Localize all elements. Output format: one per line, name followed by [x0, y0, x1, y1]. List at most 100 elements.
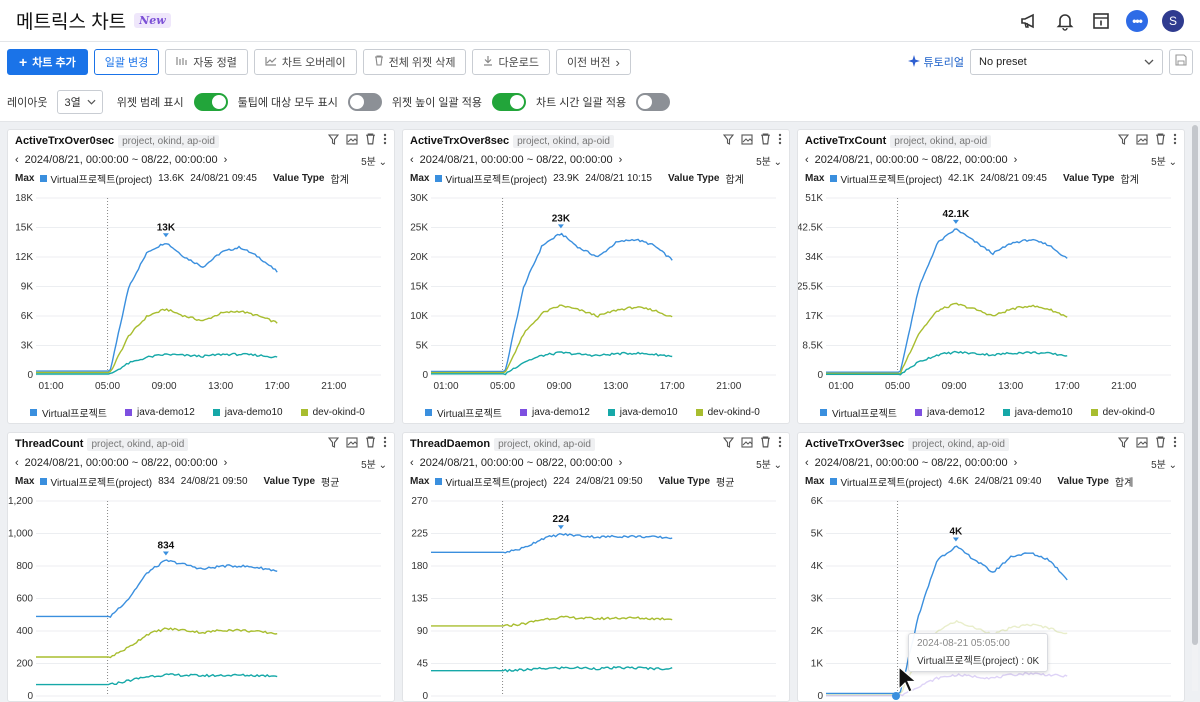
more-vert-icon[interactable]	[1173, 132, 1177, 150]
trash-icon[interactable]	[760, 435, 771, 453]
x-tick-label: 13:00	[998, 381, 1023, 392]
more-vert-icon[interactable]	[383, 435, 387, 453]
legend-item[interactable]: java-demo12	[914, 407, 985, 418]
interval-select[interactable]: 5분 ⌄	[756, 156, 782, 168]
filter-icon[interactable]	[722, 132, 735, 150]
y-tick-label: 0	[422, 691, 428, 702]
preset-select[interactable]: No preset	[970, 49, 1163, 75]
y-tick-label: 270	[411, 496, 428, 507]
scrollbar[interactable]	[1192, 125, 1198, 691]
tutorial-link[interactable]: 튜토리얼	[907, 54, 964, 70]
y-tick-label: 3K	[21, 341, 34, 352]
chevron-right-icon[interactable]: ›	[1013, 154, 1018, 166]
filter-icon[interactable]	[327, 435, 340, 453]
chevron-right-icon[interactable]: ›	[223, 154, 228, 166]
trash-icon[interactable]	[365, 435, 376, 453]
trash-icon[interactable]	[1155, 435, 1166, 453]
legend-item[interactable]: java-demo12	[519, 407, 590, 418]
y-tick-label: 1,200	[8, 496, 33, 507]
chevron-right-icon[interactable]: ›	[1013, 457, 1018, 469]
time-toggle[interactable]	[636, 92, 671, 111]
interval-select[interactable]: 5분 ⌄	[1151, 459, 1177, 471]
image-icon[interactable]	[741, 132, 753, 150]
trash-icon[interactable]	[1155, 132, 1166, 150]
value-type-label: Value Type	[658, 475, 711, 487]
legend-label: java-demo10	[1014, 406, 1073, 418]
legend-swatch	[1002, 408, 1010, 416]
more-vert-icon[interactable]	[778, 132, 782, 150]
filter-icon[interactable]	[722, 435, 735, 453]
avatar[interactable]: S	[1162, 9, 1184, 32]
sort-bars-icon	[176, 56, 188, 69]
series-line	[36, 627, 278, 659]
summary-value: 42.1K	[948, 172, 975, 184]
auto-sort-button[interactable]: 자동 정렬	[165, 49, 248, 75]
chevron-left-icon[interactable]: ‹	[15, 457, 19, 469]
more-vert-icon[interactable]	[778, 435, 782, 453]
legend-item[interactable]: java-demo10	[1002, 406, 1073, 418]
legend-item[interactable]: Virtual프로젝트	[425, 405, 502, 420]
image-icon[interactable]	[1136, 435, 1148, 453]
layout-select[interactable]: 3열	[57, 89, 103, 114]
x-tick-label: 01:00	[38, 381, 63, 392]
bulk-edit-button[interactable]: 일괄 변경	[93, 49, 160, 75]
filter-icon[interactable]	[1117, 132, 1130, 150]
chevron-left-icon[interactable]: ‹	[410, 154, 414, 166]
chevron-right-icon[interactable]: ›	[618, 457, 623, 469]
y-tick-label: 20K	[410, 252, 428, 263]
tooltip-toggle[interactable]	[347, 92, 382, 111]
legend-item[interactable]: dev-okind-0	[1090, 407, 1155, 418]
option-bar: 레이아웃 3열 위젯 범례 표시 툴팁에 대상 모두 표시 위젯 높이 일괄 적…	[0, 82, 1200, 122]
chart-overlay-button[interactable]: 차트 오버레이	[253, 49, 357, 75]
delete-all-widgets-button[interactable]: 전체 위젯 삭제	[362, 49, 467, 75]
y-tick-label: 180	[411, 561, 428, 572]
download-button[interactable]: 다운로드	[472, 49, 550, 75]
legend-item[interactable]: java-demo10	[212, 407, 283, 418]
trash-icon[interactable]	[365, 132, 376, 150]
trash-icon[interactable]	[760, 132, 771, 150]
more-vert-icon[interactable]	[383, 132, 387, 150]
bell-icon[interactable]	[1054, 10, 1076, 32]
legend-item[interactable]: Virtual프로젝트	[30, 405, 107, 420]
summary-time: 24/08/21 09:45	[980, 172, 1047, 184]
image-icon[interactable]	[346, 435, 358, 453]
add-chart-button[interactable]: + 차트 추가	[7, 49, 88, 75]
megaphone-icon[interactable]	[1018, 10, 1040, 32]
filter-icon[interactable]	[327, 132, 340, 150]
legend-item[interactable]: java-demo10	[607, 407, 678, 418]
sparkle-icon	[907, 54, 920, 70]
chevron-right-icon[interactable]: ›	[223, 457, 228, 469]
more-vert-icon[interactable]	[1173, 435, 1177, 453]
height-toggle[interactable]	[491, 92, 526, 111]
chat-icon[interactable]: •••	[1126, 9, 1148, 32]
interval-select[interactable]: 5분 ⌄	[361, 459, 387, 471]
chevron-right-icon[interactable]: ›	[618, 154, 623, 166]
chevron-left-icon[interactable]: ‹	[410, 457, 414, 469]
save-preset-button[interactable]	[1169, 49, 1193, 75]
legend-item[interactable]: Virtual프로젝트	[820, 405, 897, 420]
interval-select[interactable]: 5분 ⌄	[1151, 156, 1177, 168]
summary-series: Virtual프로젝트(project)	[445, 174, 548, 186]
x-tick-label: 21:00	[716, 381, 741, 392]
chevron-left-icon[interactable]: ‹	[805, 154, 809, 166]
interval-select[interactable]: 5분 ⌄	[361, 156, 387, 168]
interval-select[interactable]: 5분 ⌄	[756, 459, 782, 471]
widget-tags: project, okind, ap-oid	[890, 134, 992, 148]
legend-toggle[interactable]	[193, 92, 228, 111]
legend-item[interactable]: dev-okind-0	[300, 407, 365, 418]
info-panel-icon[interactable]	[1090, 10, 1112, 32]
series-swatch	[435, 477, 443, 485]
chevron-left-icon[interactable]: ‹	[805, 457, 809, 469]
legend-item[interactable]: dev-okind-0	[695, 407, 760, 418]
legend-item[interactable]: java-demo12	[124, 407, 195, 418]
image-icon[interactable]	[741, 435, 753, 453]
previous-version-button[interactable]: 이전 버전 ›	[555, 49, 631, 75]
filter-icon[interactable]	[1117, 435, 1130, 453]
image-icon[interactable]	[1136, 132, 1148, 150]
chevron-left-icon[interactable]: ‹	[15, 154, 19, 166]
time-range-text: 2024/08/21, 00:00:00 ~ 08/22, 00:00:00	[419, 154, 613, 166]
image-icon[interactable]	[346, 132, 358, 150]
legend-swatch	[30, 408, 37, 416]
summary-stat: Max	[410, 475, 430, 487]
y-tick-label: 5K	[416, 341, 429, 352]
